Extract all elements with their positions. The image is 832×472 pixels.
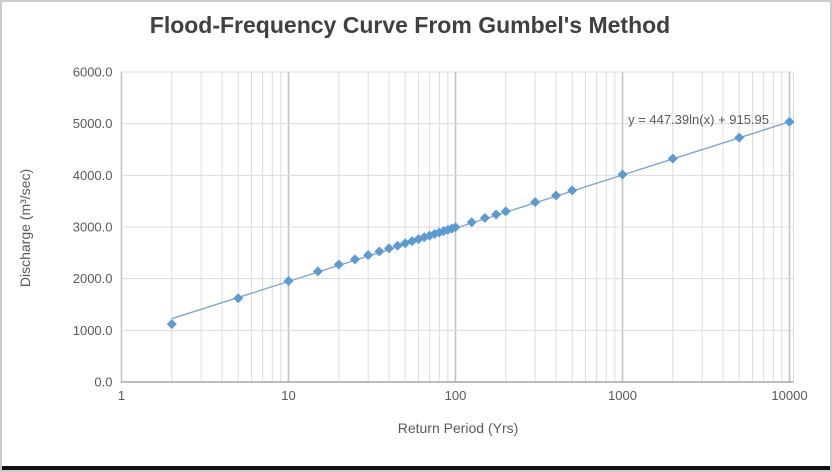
data-point-marker[interactable] [784,116,795,127]
data-point-marker[interactable] [233,293,244,304]
trendline[interactable] [171,121,790,320]
data-point-marker[interactable] [500,206,511,217]
x-tick-label: 100 [445,388,467,403]
y-axis-title[interactable]: Discharge (m³/sec) [17,168,33,288]
data-point-marker[interactable] [363,250,374,261]
data-point-marker[interactable] [617,169,628,180]
y-tick-label: 1000.0 [73,323,113,338]
data-point-marker[interactable] [384,243,395,254]
chart-title[interactable]: Flood-Frequency Curve From Gumbel's Meth… [149,12,671,38]
data-point-marker[interactable] [333,259,344,270]
data-point-marker[interactable] [734,132,745,143]
data-point-marker[interactable] [667,153,678,164]
x-tick-label: 1 [118,388,125,403]
y-tick-label: 0.0 [94,375,112,390]
y-tick-label: 5000.0 [73,116,113,131]
trendline-equation-label[interactable]: y = 447.39ln(x) + 915.95 [628,112,769,127]
y-tick-label: 2000.0 [73,271,113,286]
data-point-marker[interactable] [466,217,477,228]
data-point-marker[interactable] [551,190,562,201]
data-point-marker[interactable] [392,240,403,251]
data-point-marker[interactable] [312,266,323,277]
data-point-marker[interactable] [450,222,461,233]
data-point-marker[interactable] [349,254,360,265]
data-point-marker[interactable] [479,213,490,224]
data-point-marker[interactable] [567,185,578,196]
x-tick-label: 10 [281,388,295,403]
y-tick-label: 6000.0 [73,65,113,80]
data-point-marker[interactable] [283,276,294,287]
data-point-marker[interactable] [374,246,385,257]
window-bottom-edge [2,466,830,470]
x-tick-label: 10000 [771,388,807,403]
plot-area: 0.0 1000.0 2000.0 3000.0 4000.0 5000.0 6000.0 1… [73,65,808,404]
y-tick-label: 4000.0 [73,168,113,183]
x-tick-label: 1000 [608,388,637,403]
data-point-marker[interactable] [491,209,502,220]
data-point-marker[interactable] [530,197,541,208]
y-tick-label: 3000.0 [73,220,113,235]
x-axis-title[interactable]: Return Period (Yrs) [397,420,519,436]
data-point-marker[interactable] [166,319,177,330]
